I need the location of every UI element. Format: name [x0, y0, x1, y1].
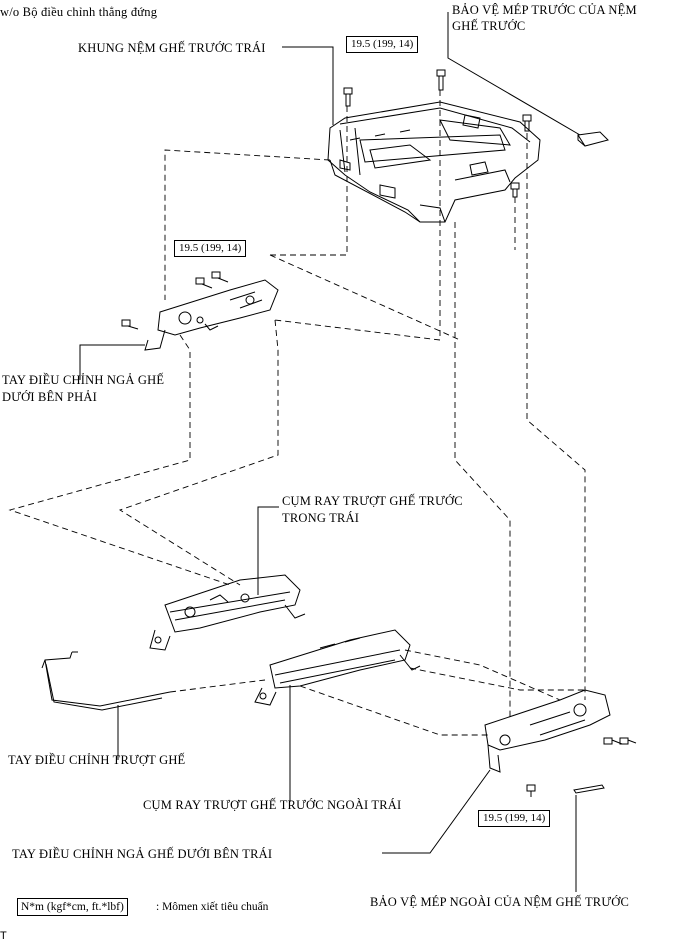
- left-bracket-bolts: [526, 737, 637, 797]
- label-inner-slide-rail-line2: TRONG TRÁI: [282, 511, 360, 525]
- label-outer-slide-rail: CỤM RAY TRƯỢT GHẾ TRƯỚC NGOÀI TRÁI: [143, 798, 402, 812]
- torque-spec-right-bracket: 19.5 (199, 14): [174, 240, 247, 257]
- right-recliner-bracket: [144, 279, 279, 351]
- torque-spec-left-bracket: 19.5 (199, 14): [478, 810, 551, 827]
- label-lower-right-recliner-lever-line1: TAY ĐIỀU CHỈNH NGẢ GHẾ: [2, 373, 165, 387]
- right-bracket-bolts: [121, 271, 229, 330]
- label-left-front-cushion-frame: KHUNG NỆM GHẾ TRƯỚC TRÁI: [78, 41, 266, 55]
- corner-mark: T: [0, 930, 7, 942]
- torque-unit-legend: N*m (kgf*cm, ft.*lbf): [17, 898, 128, 916]
- label-front-cushion-protector-line2: GHẾ TRƯỚC: [452, 19, 526, 33]
- label-inner-slide-rail-line1: CỤM RAY TRƯỢT GHẾ TRƯỚC: [282, 494, 463, 508]
- leader-lines: [79, 12, 581, 892]
- label-front-cushion-protector-line1: BẢO VỆ MÉP TRƯỚC CỦA NỆM: [452, 3, 637, 17]
- outer-slide-rail: [254, 629, 421, 706]
- assembly-guide-lines: [8, 90, 586, 736]
- torque-legend-meaning: : Mômen xiết tiêu chuẩn: [156, 901, 269, 913]
- label-lower-left-recliner-lever: TAY ĐIỀU CHỈNH NGẢ GHẾ DƯỚI BÊN TRÁI: [12, 847, 273, 861]
- seat-cushion-frame: [327, 101, 541, 223]
- slide-adjust-lever-part: [41, 651, 171, 711]
- left-recliner-bracket: [484, 689, 611, 773]
- front-cushion-protector-part: [577, 131, 609, 147]
- inner-slide-rail: [149, 574, 306, 651]
- header-note: w/o Bộ điều chỉnh thẳng đứng: [0, 5, 158, 19]
- torque-spec-frame: 19.5 (199, 14): [346, 36, 419, 53]
- label-slide-adjust-lever: TAY ĐIỀU CHỈNH TRƯỢT GHẾ: [8, 753, 186, 767]
- label-lower-right-recliner-lever-line2: DƯỚI BÊN PHẢI: [2, 390, 97, 404]
- label-outer-cushion-protector: BẢO VỆ MÉP NGOÀI CỦA NỆM GHẾ TRƯỚC: [370, 895, 629, 909]
- outer-cushion-protector-part: [573, 784, 605, 794]
